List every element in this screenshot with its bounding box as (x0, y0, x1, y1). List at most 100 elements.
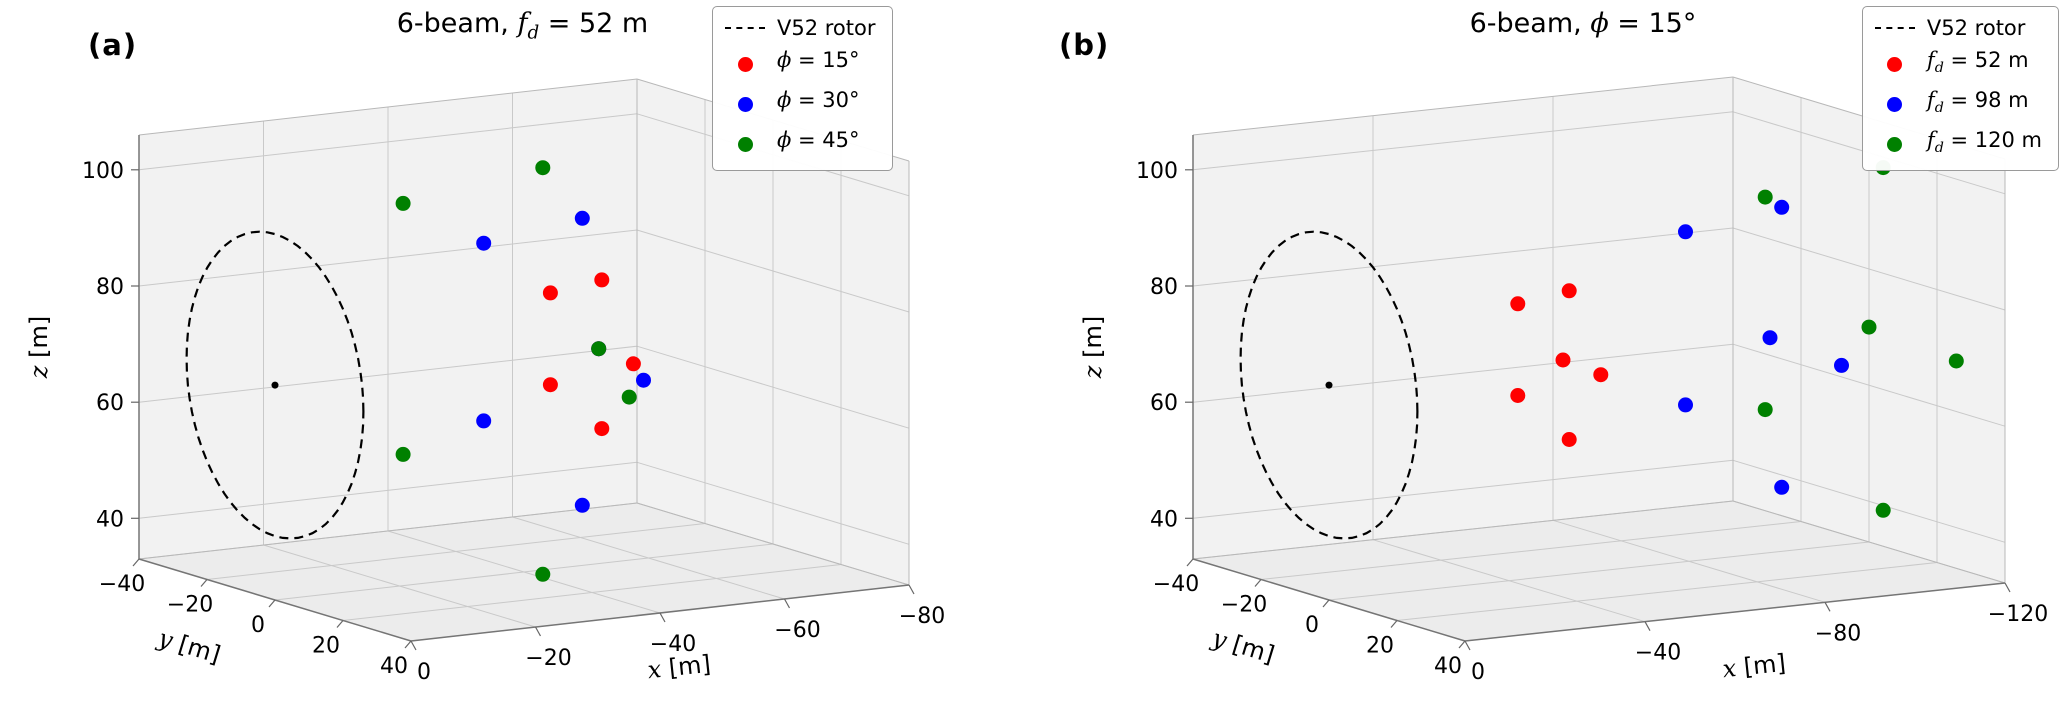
y-tick-label: 40 (1434, 654, 1462, 679)
legend-entry-series-0: ϕ = 15° (725, 47, 876, 81)
scatter-point-series-2 (395, 446, 411, 462)
dashed-line-icon (725, 27, 765, 29)
title-text: = 52 m (539, 8, 649, 39)
scatter-point-series-2 (535, 566, 551, 582)
legend-label: V52 rotor (777, 16, 876, 40)
legend-label: ϕ = 30° (777, 88, 860, 113)
scatter-point-series-0 (1561, 432, 1577, 447)
x-axis-label: x [m] (1721, 649, 1787, 683)
pane-edge-floor-right (636, 502, 910, 586)
legend-entry-series-1: ϕ = 30° (725, 87, 876, 121)
marker-sample (1875, 56, 1915, 72)
y-tick-mark (1458, 640, 1466, 649)
marker-sample (725, 56, 765, 72)
scatter-point-series-2 (395, 195, 411, 211)
scatter-point-series-2 (1948, 353, 1964, 369)
x-tick-label: −80 (1815, 621, 1861, 646)
scatter-point-series-1 (636, 372, 651, 388)
scatter-point-series-2 (591, 341, 607, 357)
scatter-point-series-1 (1762, 330, 1778, 346)
marker-sample (1875, 96, 1915, 112)
x-tick-mark (908, 584, 915, 595)
pane-edge-top-left (1192, 76, 1734, 136)
grid-line-y-floor (1396, 562, 1938, 621)
x-tick-label: 0 (417, 660, 431, 685)
title-text: = 15° (1608, 8, 1697, 39)
dot-icon (1887, 56, 1903, 72)
z-axis-label: z [m] (1079, 316, 1107, 379)
pane-edge-floor-left (138, 502, 638, 560)
pane-left-wall (1193, 77, 1733, 559)
x-tick-mark (783, 598, 791, 609)
title-math-sub: d (527, 22, 540, 44)
rotor-circle (185, 230, 365, 540)
scatter-point-series-1 (476, 235, 492, 251)
z-tick-label: 60 (96, 391, 124, 416)
y-tick-label: 20 (1366, 634, 1394, 659)
x-tick-mark (1824, 602, 1831, 612)
y-tick-label: 40 (380, 654, 408, 679)
scatter3d-plot-a: 0 −20 −40 −60 −80 −40 −20 0 20 40 40 60 80 100 x [m] y … (25, 78, 945, 685)
grid-line-z-left (138, 113, 638, 171)
z-tick-label: 40 (96, 507, 124, 532)
legend-entry-rotor: V52 rotor (1874, 15, 2042, 41)
plot-title-a: 6-beam, fd = 52 m (300, 8, 745, 43)
rotor-hub-dot (271, 381, 279, 389)
y-tick-label: −40 (99, 572, 145, 597)
rotor-circle (1239, 230, 1419, 540)
y-tick-mark (1186, 558, 1194, 567)
legend-label: ϕ = 15° (777, 48, 860, 72)
z-tick-label: 80 (1150, 275, 1178, 300)
plot-title-b: 6-beam, ϕ = 15° (1363, 8, 1803, 43)
grid-line-z-left (1192, 343, 1734, 403)
y-tick-mark (1322, 599, 1330, 608)
y-tick-label: 0 (251, 613, 265, 638)
y-tick-mark (132, 558, 140, 567)
dashed-line-icon (1874, 27, 1915, 29)
z-tick-label: 60 (1150, 391, 1178, 416)
title-text: 6-beam, (396, 8, 518, 39)
dashed-line-sample (725, 27, 765, 29)
scatter-point-series-2 (535, 160, 551, 176)
dashed-line-sample (1874, 27, 1915, 29)
legend-b: V52 rotor fd = 52 m fd = 98 m fd = 120 m (1861, 6, 2059, 171)
dot-icon (1887, 96, 1903, 112)
y-tick-label: 20 (312, 634, 340, 659)
grid-line-z-right (636, 461, 910, 545)
y-tick-mark (404, 640, 412, 649)
title-math-var: ϕ (1590, 8, 1609, 39)
y-tick-mark (1390, 620, 1398, 628)
panel-letter-a: (a) (88, 28, 138, 62)
grid-line-z-right (636, 229, 910, 313)
grid-line-z-left (138, 345, 638, 403)
scatter-point-series-0 (594, 272, 610, 288)
grid-line-z-left (1192, 459, 1734, 519)
x-tick-label: −40 (650, 632, 696, 657)
z-tick-label: 40 (1150, 507, 1178, 532)
legend-entry-series-0: fd = 52 m (1875, 47, 2042, 81)
grid-line-y-floor (206, 523, 706, 580)
x-tick-label: −40 (1635, 641, 1681, 666)
grid-line-y-floor (342, 564, 842, 621)
scatter-point-series-0 (542, 377, 558, 393)
y-tick-mark (336, 620, 344, 628)
y-axis-label: y [m] (1208, 623, 1278, 669)
y-tick-mark (1254, 579, 1262, 587)
scatter-point-series-0 (1593, 367, 1609, 383)
x-tick-label: −80 (899, 604, 945, 629)
x-tick-mark (1644, 621, 1651, 631)
grid-line-z-right (1732, 459, 2006, 543)
scatter-point-series-0 (625, 356, 641, 372)
grid-line-y-floor (274, 543, 774, 601)
pane-edge-floor-right (1732, 500, 2006, 584)
title-math-var: f (517, 8, 528, 39)
legend-entry-series-2: fd = 120 m (1875, 127, 2042, 161)
z-tick-label: 100 (1136, 159, 1178, 184)
z-tick-label: 80 (96, 275, 124, 300)
legend-a: V52 rotor ϕ = 15° ϕ = 30° ϕ = 45° (712, 6, 893, 171)
x-tick-label: 0 (1471, 660, 1485, 685)
scatter-point-series-0 (594, 421, 610, 437)
rotor-hub-dot (1325, 381, 1333, 389)
grid-line-z-left (138, 229, 638, 287)
grid-line-y-floor (1260, 521, 1802, 580)
